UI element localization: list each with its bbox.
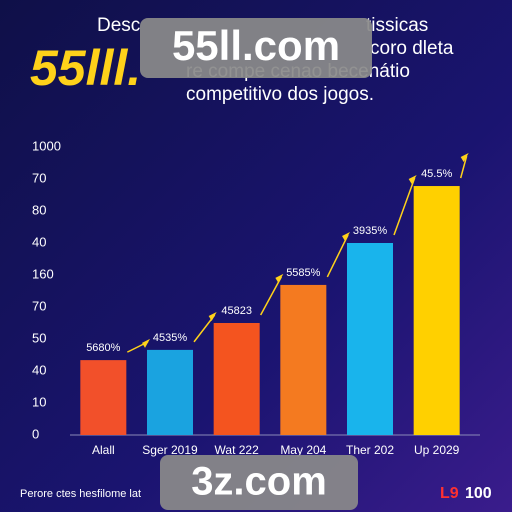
x-tick-label: Wat 222 — [215, 443, 260, 457]
arrow-head — [408, 175, 417, 185]
x-tick-label: Ther 202 — [346, 443, 394, 457]
watermark-box — [160, 455, 358, 510]
title-fragment: Desc — [97, 15, 140, 36]
brand: L9 — [440, 485, 459, 502]
title-fragment: tissicas — [366, 15, 428, 36]
arrow-head — [208, 312, 217, 321]
bar — [213, 323, 260, 435]
watermark-box — [140, 18, 372, 78]
x-tick-label: Sger 2019 — [142, 443, 198, 457]
value-annotation: 5680% — [86, 342, 120, 354]
trend-arrow — [459, 155, 468, 179]
x-tick-label: Up 2029 — [414, 443, 460, 457]
watermark: 55ll.com — [172, 22, 340, 69]
arrow-head — [460, 153, 469, 163]
plot: 0 10 40 50 70 160 40 80 70 1000 Alall 5680% Sger 201… — [32, 138, 469, 457]
y-tick-label: 0 — [32, 426, 39, 441]
value-annotation: 4535% — [153, 332, 187, 344]
watermark: 3z.com — [191, 460, 327, 504]
footer-caption: Perore ctes hesfilome lat — [20, 488, 141, 500]
trend-arrow — [260, 276, 282, 316]
title-fragment: competitivo dos jogos. — [186, 84, 374, 105]
logo: 55lll. — [30, 40, 141, 96]
y-tick-label: 10 — [32, 394, 46, 409]
arrow-head — [342, 232, 350, 241]
trend-arrow — [326, 234, 349, 278]
title-fragment: coro dleta — [370, 38, 454, 59]
arrow-head — [142, 338, 150, 348]
bar — [80, 360, 127, 435]
arrow-head — [275, 273, 284, 283]
y-tick-label: 1000 — [32, 138, 61, 153]
y-tick-label: 40 — [32, 362, 46, 377]
y-tick-label: 70 — [32, 170, 46, 185]
y-tick-label: 70 — [32, 298, 46, 313]
value-annotation: 45823 — [221, 305, 252, 317]
y-tick-label: 80 — [32, 202, 46, 217]
brand: 100 — [465, 485, 492, 502]
x-tick-label: Alall — [92, 443, 115, 457]
bar — [347, 243, 393, 435]
bar — [280, 284, 327, 435]
x-tick-label: May 204 — [280, 443, 326, 457]
value-annotation: 45.5% — [421, 168, 452, 180]
value-annotation: 3935% — [353, 225, 387, 237]
trend-arrow — [393, 177, 416, 236]
y-tick-label: 160 — [32, 266, 54, 281]
bar — [147, 349, 193, 435]
value-annotation: 5585% — [286, 267, 320, 279]
y-tick-label: 40 — [32, 234, 46, 249]
y-tick-label: 50 — [32, 330, 46, 345]
bar — [413, 186, 460, 435]
